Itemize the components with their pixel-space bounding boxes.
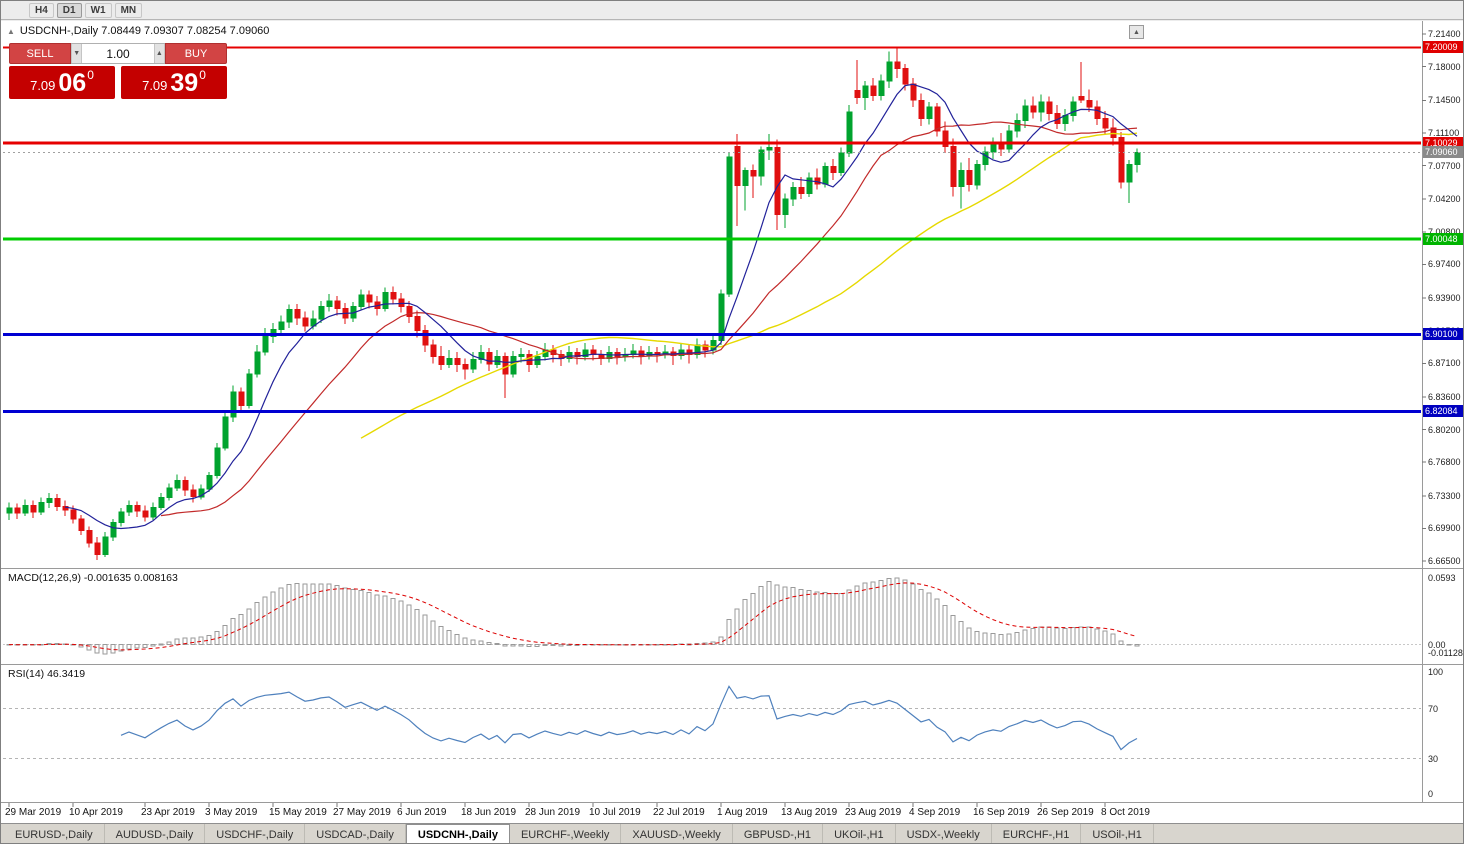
macd-indicator-label: MACD(12,26,9) -0.001635 0.008163 xyxy=(8,572,178,584)
volume-control: ▼ ▲ xyxy=(71,43,165,64)
tab-ukoil-h1[interactable]: UKOil-,H1 xyxy=(823,824,896,843)
rsi-indicator-label: RSI(14) 46.3419 xyxy=(8,668,86,680)
tab-usdx-weekly[interactable]: USDX-,Weekly xyxy=(896,824,992,843)
timeframe-w1-button[interactable]: W1 xyxy=(84,2,112,18)
tab-audusd-daily[interactable]: AUDUSD-,Daily xyxy=(105,824,206,843)
tab-eurchf-h1[interactable]: EURCHF-,H1 xyxy=(992,824,1082,843)
timeframe-d1-button[interactable]: D1 xyxy=(56,2,82,18)
chart-tabs-bar: EURUSD-,Daily AUDUSD-,Daily USDCHF-,Daily U… xyxy=(1,823,1463,843)
tab-usdcad-daily[interactable]: USDCAD-,Daily xyxy=(305,824,406,843)
buy-button[interactable]: BUY xyxy=(165,43,227,64)
timeframe-toolbar: H4 D1 W1 MN xyxy=(1,1,1463,20)
timeframe-h4-button[interactable]: H4 xyxy=(29,2,54,18)
tab-eurchf-weekly[interactable]: EURCHF-,Weekly xyxy=(510,824,622,843)
chart-scroll-up-button[interactable]: ▲ xyxy=(1129,25,1144,39)
volume-decrease-button[interactable]: ▼ xyxy=(71,44,83,63)
buy-price-main: 7.09 xyxy=(142,78,168,93)
sell-price-point: 0 xyxy=(87,68,94,82)
tab-xauusd-weekly[interactable]: XAUUSD-,Weekly xyxy=(621,824,733,843)
tab-usdchf-daily[interactable]: USDCHF-,Daily xyxy=(205,824,306,843)
tab-gbpusd-h1[interactable]: GBPUSD-,H1 xyxy=(733,824,824,843)
volume-input[interactable] xyxy=(82,44,154,63)
chart-title-text: USDCNH-,Daily 7.08449 7.09307 7.08254 7.… xyxy=(19,25,270,37)
sell-button[interactable]: SELL xyxy=(9,43,71,64)
one-click-panel-toggle-icon[interactable]: ▲ xyxy=(7,26,15,36)
tab-usdcnh-daily[interactable]: USDCNH-,Daily xyxy=(405,824,510,843)
sell-price-pips: 06 xyxy=(58,69,87,97)
buy-price-point: 0 xyxy=(199,68,206,82)
buy-price-pips: 39 xyxy=(170,69,199,97)
timeframe-mn-button[interactable]: MN xyxy=(114,2,143,18)
chart-title: ▲ USDCNH-,Daily 7.08449 7.09307 7.08254 … xyxy=(7,25,269,37)
chart-window[interactable] xyxy=(1,21,1463,823)
up-arrow-icon: ▲ xyxy=(1133,28,1140,36)
tab-usoil-h1[interactable]: USOil-,H1 xyxy=(1081,824,1154,843)
buy-price-display[interactable]: 7.09 39 0 xyxy=(121,66,227,99)
one-click-trading-panel: SELL ▼ ▲ BUY 7.09 06 0 7.09 39 0 xyxy=(9,43,227,99)
sell-price-display[interactable]: 7.09 06 0 xyxy=(9,66,115,99)
tab-eurusd-daily[interactable]: EURUSD-,Daily xyxy=(4,824,105,843)
volume-increase-button[interactable]: ▲ xyxy=(153,44,165,63)
sell-price-main: 7.09 xyxy=(30,78,56,93)
